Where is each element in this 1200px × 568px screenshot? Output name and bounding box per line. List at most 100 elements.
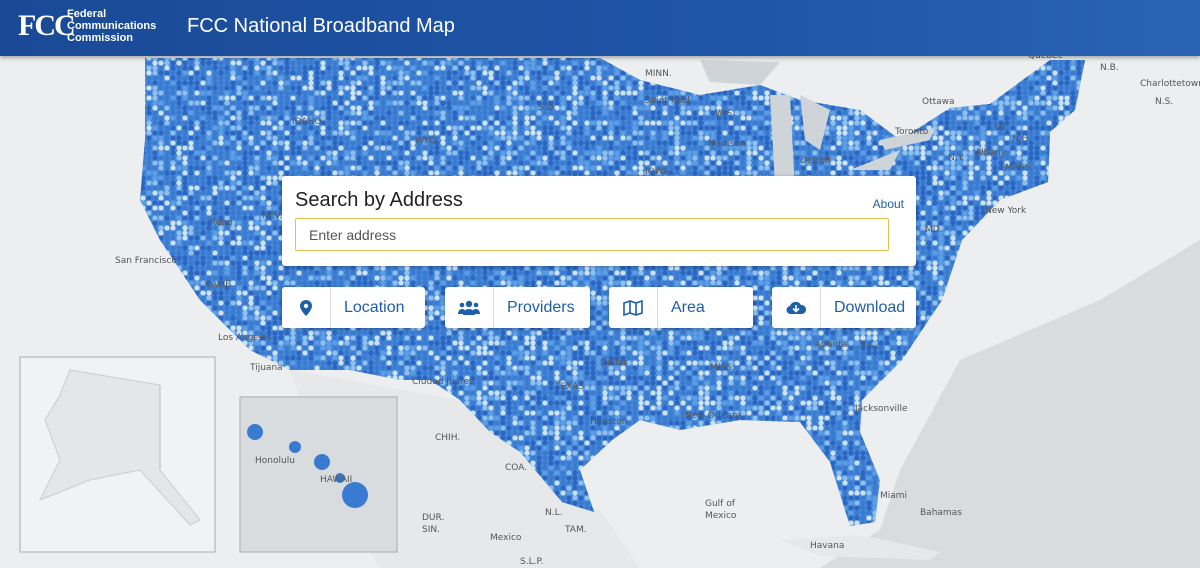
hex	[176, 110, 182, 116]
hex	[152, 95, 158, 101]
hex	[368, 110, 374, 116]
hex	[398, 65, 404, 71]
hex	[512, 150, 518, 156]
hex	[962, 185, 968, 191]
hex	[320, 75, 326, 81]
hex	[926, 145, 932, 151]
hex	[242, 140, 248, 146]
hex	[1064, 65, 1070, 71]
hex	[608, 170, 614, 176]
hex	[368, 75, 374, 81]
hex	[1070, 80, 1076, 86]
hex	[752, 130, 758, 136]
hex	[1052, 120, 1058, 126]
hex	[1010, 175, 1016, 181]
hex	[674, 145, 680, 151]
hex	[560, 155, 566, 161]
hex	[392, 80, 398, 86]
hex	[560, 165, 566, 171]
hex	[362, 120, 368, 126]
hex	[260, 170, 266, 176]
hex	[566, 58, 572, 61]
hex	[824, 150, 830, 156]
hex	[212, 150, 218, 156]
hex	[254, 165, 260, 171]
hex	[848, 120, 854, 126]
hex	[1046, 75, 1052, 81]
hex	[284, 165, 290, 171]
hex	[506, 90, 512, 96]
hex	[194, 120, 200, 126]
hex	[578, 120, 584, 126]
hex	[230, 185, 236, 191]
hex	[284, 125, 290, 131]
hex	[620, 85, 626, 91]
hex	[602, 65, 608, 71]
hex	[272, 195, 278, 201]
hex	[392, 95, 398, 101]
hex	[332, 90, 338, 96]
hex	[824, 170, 830, 176]
hex	[416, 65, 422, 71]
hex	[224, 100, 230, 106]
hex	[578, 105, 584, 111]
hex	[680, 130, 686, 136]
hex	[914, 150, 920, 156]
hex	[482, 58, 488, 61]
hex	[392, 150, 398, 156]
hex	[458, 155, 464, 161]
hex	[1040, 70, 1046, 76]
hex	[458, 130, 464, 136]
hex	[290, 135, 296, 141]
hex	[188, 105, 194, 111]
hex	[170, 85, 176, 91]
hex	[260, 180, 266, 186]
hex	[350, 130, 356, 136]
hex	[158, 58, 164, 61]
hex	[266, 190, 272, 196]
hex	[248, 135, 254, 141]
hex	[164, 180, 170, 186]
hex	[932, 180, 938, 186]
hex	[440, 95, 446, 101]
hex	[800, 135, 806, 141]
hex	[848, 150, 854, 156]
hex	[548, 60, 554, 66]
hex	[182, 200, 188, 206]
hex	[506, 85, 512, 91]
hex	[338, 65, 344, 71]
hex	[926, 180, 932, 186]
hex	[938, 185, 944, 191]
hex	[674, 95, 680, 101]
hex	[866, 155, 872, 161]
hex	[944, 185, 950, 191]
hex	[356, 80, 362, 86]
hex	[458, 160, 464, 166]
hex	[470, 85, 476, 91]
hex	[218, 190, 224, 196]
hex	[446, 75, 452, 81]
hex	[482, 130, 488, 136]
hex	[998, 110, 1004, 116]
hex	[188, 60, 194, 66]
hex	[746, 145, 752, 151]
hex	[968, 135, 974, 141]
hex	[1022, 130, 1028, 136]
hex	[686, 170, 692, 176]
hex	[254, 180, 260, 186]
hex	[680, 145, 686, 151]
hex	[524, 165, 530, 171]
hex	[272, 175, 278, 181]
hex	[1010, 140, 1016, 146]
hex	[212, 85, 218, 91]
hex	[332, 150, 338, 156]
hex	[614, 125, 620, 131]
hex	[728, 145, 734, 151]
hex	[314, 135, 320, 141]
hex	[380, 150, 386, 156]
hex	[218, 195, 224, 201]
hex	[656, 160, 662, 166]
hex	[956, 190, 962, 196]
hex	[152, 58, 158, 61]
hex	[170, 70, 176, 76]
